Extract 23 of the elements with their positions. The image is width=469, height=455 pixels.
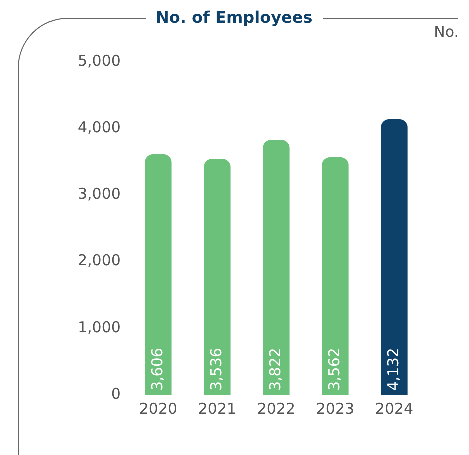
- bar: [204, 159, 231, 395]
- y-tick-label: 5,000: [78, 52, 121, 70]
- x-tick-label: 2023: [316, 400, 355, 418]
- y-tick-label: 2,000: [78, 252, 121, 270]
- data-label: 3,536: [207, 348, 226, 391]
- data-label: 3,562: [325, 348, 344, 391]
- y-tick-label: 0: [111, 384, 121, 403]
- x-tick-label: 2022: [257, 400, 296, 418]
- bar: [322, 157, 349, 395]
- data-label: 3,822: [266, 348, 284, 391]
- bar: [145, 154, 172, 395]
- x-tick-label: 2020: [139, 400, 178, 418]
- y-tick-label: 4,000: [78, 118, 121, 136]
- data-label: 3,606: [148, 348, 166, 391]
- bar: [263, 140, 290, 395]
- x-tick-label: 2021: [198, 400, 237, 418]
- y-tick-label: 1,000: [78, 318, 121, 336]
- bar: [381, 119, 408, 395]
- y-tick-label: 3,000: [78, 185, 121, 204]
- data-label: 4,132: [384, 348, 402, 391]
- y-axis-title: No.: [434, 22, 459, 42]
- x-tick-label: 2024: [375, 400, 414, 418]
- chart-title: No. of Employees: [146, 8, 323, 28]
